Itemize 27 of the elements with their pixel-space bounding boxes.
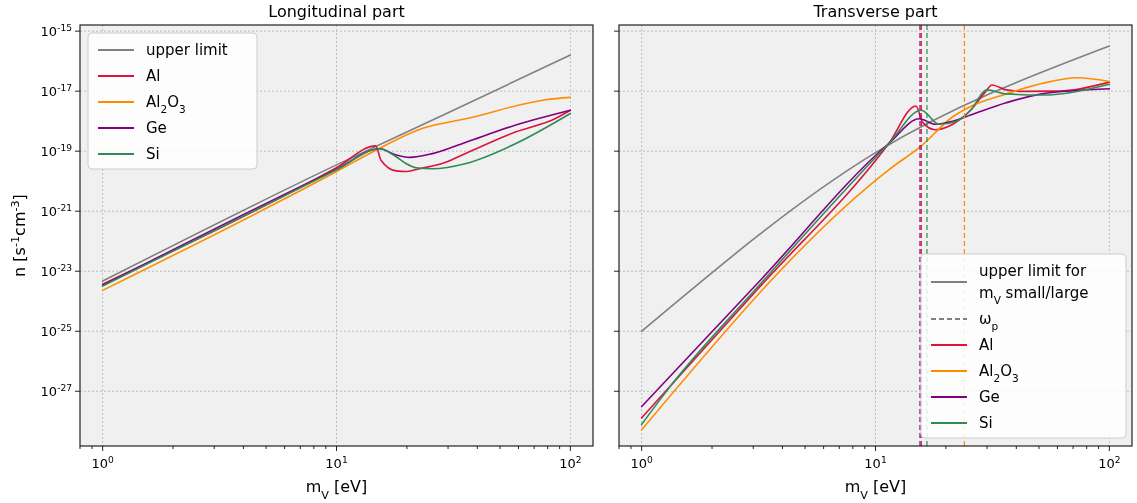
y-tick-label: 10$^{-15}$ xyxy=(40,23,72,40)
y-tick-label: 10$^{-23}$ xyxy=(40,263,73,280)
chart-title: Longitudinal part xyxy=(268,2,405,21)
x-tick-label: 10$^{2}$ xyxy=(559,455,582,471)
legend-label: Al xyxy=(979,336,994,354)
legend-label: Al$_{2}$O$_{3}$ xyxy=(979,362,1019,384)
y-tick-label: 10$^{-21}$ xyxy=(40,203,72,220)
x-tick-label: 10$^{1}$ xyxy=(864,455,887,471)
y-tick-label: 10$^{-17}$ xyxy=(40,83,73,100)
legend-label: Al xyxy=(146,67,161,85)
y-tick-label: 10$^{-25}$ xyxy=(40,323,72,340)
legend-label: Si xyxy=(146,145,160,163)
chart-title: Transverse part xyxy=(812,2,938,21)
y-tick-label: 10$^{-19}$ xyxy=(40,143,73,160)
x-tick-label: 10$^{1}$ xyxy=(325,455,348,471)
x-tick-label: 10$^{0}$ xyxy=(630,455,654,471)
legend-label: Ge xyxy=(146,119,167,137)
legend-label: upper limit xyxy=(146,41,228,59)
annotation: ω$_{p}$ xyxy=(979,310,999,332)
x-axis-title: m$_{V}$ [eV] xyxy=(844,477,907,502)
y-tick-label: 10$^{-27}$ xyxy=(40,383,73,400)
x-tick-label: 10$^{0}$ xyxy=(91,455,115,471)
legend-label: Al$_{2}$O$_{3}$ xyxy=(146,93,186,115)
legend-label: Si xyxy=(979,414,993,432)
legend-label: Ge xyxy=(979,388,1000,406)
x-axis-title: m$_{V}$ [eV] xyxy=(305,477,368,502)
x-tick-label: 10$^{2}$ xyxy=(1098,455,1121,471)
